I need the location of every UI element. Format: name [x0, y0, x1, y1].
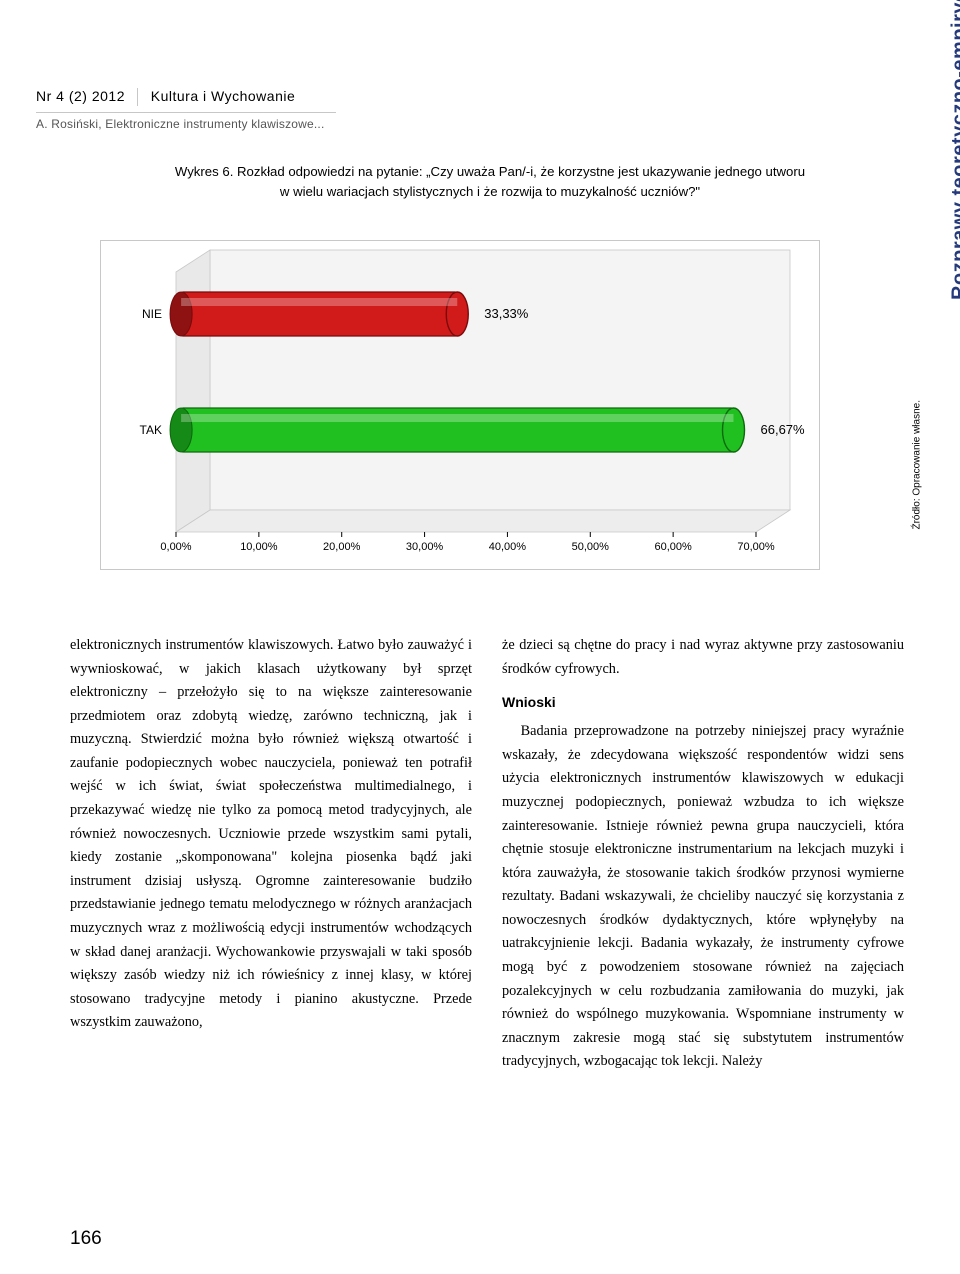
issue-divider [137, 88, 138, 106]
svg-text:10,00%: 10,00% [240, 541, 278, 553]
svg-text:20,00%: 20,00% [323, 541, 361, 553]
subhead-wnioski: Wnioski [502, 691, 904, 714]
section-side-label: Rozprawy teoretyczno-empiryczne [948, 0, 960, 300]
bar-chart: 33,33% NIE 66,67% TAK 0,00% 10,00% 20,00% 30,00… [100, 240, 820, 590]
svg-text:60,00%: 60,00% [654, 541, 692, 553]
svg-text:30,00%: 30,00% [406, 541, 444, 553]
author-line: A. Rosiński, Elektroniczne instrumenty k… [36, 112, 336, 131]
svg-text:NIE: NIE [142, 307, 162, 321]
svg-text:40,00%: 40,00% [489, 541, 527, 553]
journal-title: Kultura i Wychowanie [151, 88, 296, 104]
body-columns: elektronicznych instrumentów klawiszowyc… [70, 634, 904, 1208]
svg-text:66,67%: 66,67% [761, 422, 806, 437]
svg-text:70,00%: 70,00% [737, 541, 775, 553]
issue-line: Nr 4 (2) 2012 Kultura i Wychowanie [36, 88, 336, 106]
column-right: że dzieci są chętne do pracy i nad wyraz… [502, 634, 904, 1208]
svg-text:33,33%: 33,33% [484, 306, 529, 321]
page-number: 166 [70, 1228, 102, 1250]
right-lead: że dzieci są chętne do pracy i nad wyraz… [502, 634, 904, 681]
chart-source: Źródło: Opracowanie własne. [912, 400, 923, 530]
page-header: Nr 4 (2) 2012 Kultura i Wychowanie A. Ro… [36, 88, 336, 131]
svg-text:50,00%: 50,00% [572, 541, 610, 553]
svg-text:TAK: TAK [140, 423, 162, 437]
column-left: elektronicznych instrumentów klawiszowyc… [70, 634, 472, 1208]
left-paragraph: elektronicznych instrumentów klawiszowyc… [70, 634, 472, 1035]
right-paragraph: Badania przeprowadzone na potrzeby ninie… [502, 720, 904, 1074]
figure-caption: Wykres 6. Rozkład odpowiedzi na pytanie:… [170, 162, 810, 203]
issue-number: Nr 4 (2) 2012 [36, 88, 125, 104]
svg-text:0,00%: 0,00% [160, 541, 191, 553]
